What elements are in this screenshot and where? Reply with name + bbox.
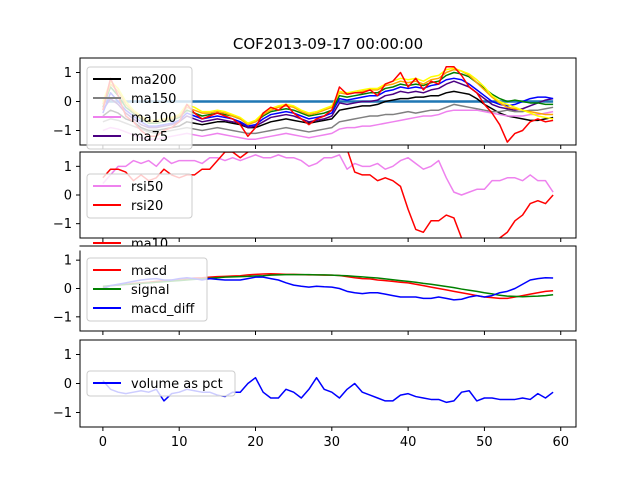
legend-label: ma75 [131, 130, 168, 145]
x-tick-label: 60 [552, 435, 569, 450]
x-tick-label: 0 [99, 435, 107, 450]
y-tick-label: 0 [64, 189, 72, 204]
panels: −101 ma200ma150ma100ma75ma10−101rsi50rsi2… [53, 57, 577, 450]
legend-label: signal [131, 283, 169, 298]
x-tick-label: 40 [400, 435, 417, 450]
legend-volume: volume as pct [86, 370, 236, 397]
legend-label: ma200 [131, 73, 176, 88]
x-tick-label: 50 [476, 435, 493, 450]
x-tick-label: 30 [324, 435, 341, 450]
legend-box [86, 370, 236, 397]
legend-overflow-cover [60, 246, 200, 251]
legend-label: rsi50 [131, 180, 163, 195]
y-tick-label: 0 [64, 282, 72, 297]
legend-label: macd_diff [131, 302, 195, 317]
y-tick-label: −1 [53, 124, 72, 139]
y-tick-label: 1 [64, 66, 72, 81]
y-tick-label: −1 [53, 217, 72, 232]
legend-macd: macd signal macd_diff [86, 257, 208, 322]
y-tick-label: 1 [64, 348, 72, 363]
panel-rsi: −1 0 1 rsi50 rsi20 [53, 151, 577, 242]
legend-label: macd [131, 264, 167, 279]
x-tick-label: 10 [171, 435, 188, 450]
legend-label: volume as pct [131, 377, 223, 392]
legend-box [86, 257, 208, 322]
legend-ma: ma200 ma150 ma100 ma75 [86, 66, 193, 150]
y-tick-label: 1 [64, 254, 72, 269]
chart-title: COF2013-09-17 00:00:00 [233, 35, 423, 53]
x-tick-label: 20 [247, 435, 264, 450]
legend-box [86, 66, 193, 150]
y-tick-label: 0 [64, 95, 72, 110]
y-tick-label: 1 [64, 160, 72, 175]
legend-label: ma100 [131, 111, 176, 126]
y-tick-label: −1 [53, 310, 72, 325]
series-line-rsi50 [102, 154, 554, 196]
legend-label: rsi20 [131, 199, 163, 214]
y-tick-label: 0 [64, 377, 72, 392]
legend-rsi: rsi50 rsi20 [86, 173, 193, 219]
y-tick-label: −1 [53, 406, 72, 421]
legend-label: ma150 [131, 92, 176, 107]
panel-ma: −1 0 1 ma200 ma150 ma100 ma75 [53, 57, 577, 150]
